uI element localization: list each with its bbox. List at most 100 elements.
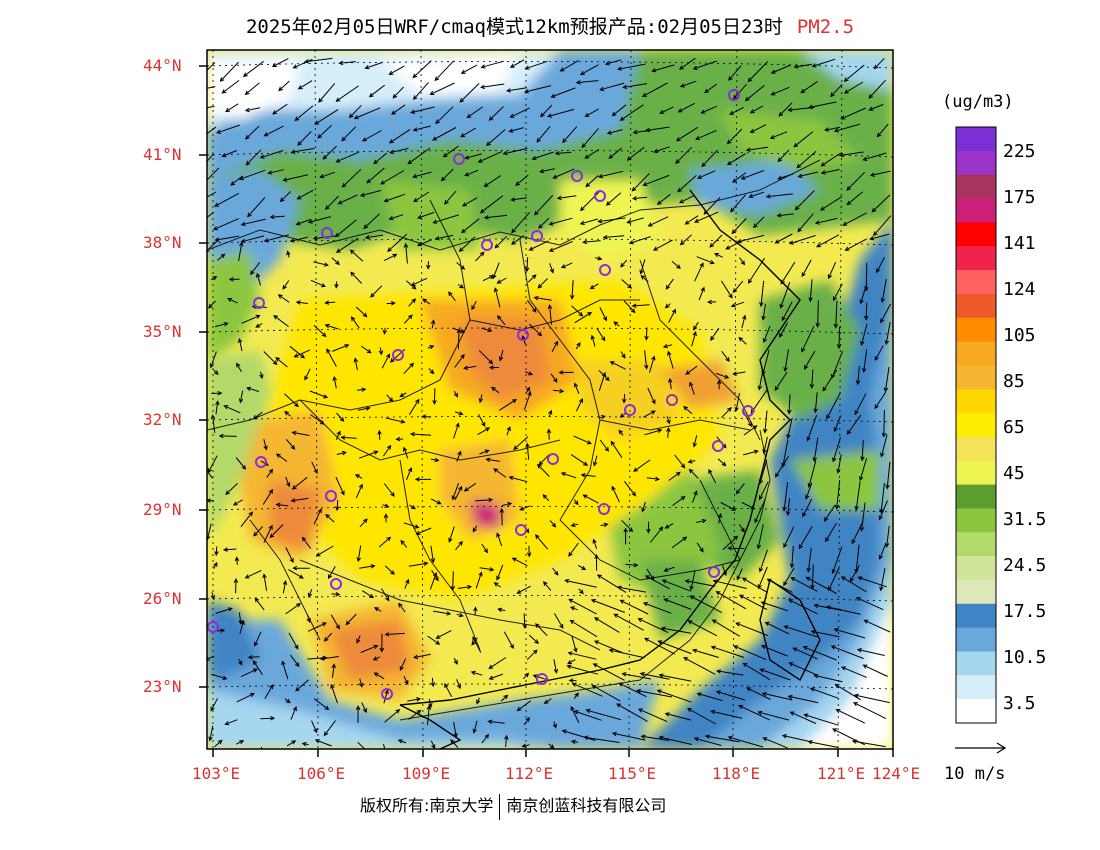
wind-arrow xyxy=(355,705,361,723)
station-marker xyxy=(547,453,559,465)
wind-arrow xyxy=(214,546,219,557)
wind-arrow xyxy=(383,483,395,497)
wind-arrow xyxy=(284,698,291,704)
wind-arrow xyxy=(618,429,624,436)
wind-arrow xyxy=(453,422,460,439)
color-bar-band xyxy=(956,389,996,414)
wind-arrow xyxy=(747,257,765,284)
wind-arrow xyxy=(583,735,620,743)
wind-arrow xyxy=(310,279,326,288)
wind-arrow xyxy=(843,64,865,82)
wind-arrow xyxy=(409,504,416,510)
wind-arrow xyxy=(762,410,768,434)
wind-arrow xyxy=(409,431,432,437)
wind-arrow xyxy=(496,564,504,581)
wind-arrow xyxy=(840,107,867,120)
wind-arrow xyxy=(591,684,621,702)
wind-arrow xyxy=(407,697,422,702)
wind-arrow xyxy=(290,147,315,154)
wind-arrow xyxy=(616,585,646,593)
wind-arrow xyxy=(644,575,670,590)
wind-arrow xyxy=(304,368,311,381)
legend-unit: (ug/m3) xyxy=(942,92,1014,112)
axis-ticks xyxy=(199,65,894,757)
copyright-footer: 版权所有:南京大学 南京创蓝科技有限公司 xyxy=(360,792,666,820)
wind-arrow xyxy=(212,218,239,231)
wind-arrow xyxy=(471,300,477,311)
wind-arrow xyxy=(506,426,511,436)
wind-arrow xyxy=(780,261,796,285)
wind-arrow xyxy=(783,625,818,638)
wind-arrow xyxy=(450,739,459,749)
wind-arrow xyxy=(733,645,767,661)
wind-arrow xyxy=(846,191,864,206)
color-bar-band xyxy=(956,556,996,581)
wind-arrow xyxy=(238,658,243,666)
wind-arrow xyxy=(805,576,837,594)
wind-arrow xyxy=(244,82,260,96)
wind-arrow xyxy=(380,170,405,185)
wind-arrow xyxy=(379,633,385,653)
wind-arrow xyxy=(357,406,371,411)
wind-arrow xyxy=(589,283,599,290)
wind-arrow xyxy=(272,103,288,115)
wind-arrow xyxy=(486,129,506,147)
wind-arrow xyxy=(575,341,581,350)
wind-arrow xyxy=(314,739,332,747)
wind-arrow xyxy=(456,679,461,690)
wind-arrow xyxy=(291,430,310,436)
wind-arrow xyxy=(717,458,727,467)
wind-arrow xyxy=(432,214,459,224)
wind-arrow xyxy=(786,417,793,440)
wind-arrow xyxy=(696,256,715,265)
wind-arrow xyxy=(412,82,429,101)
wind-arrow xyxy=(741,314,747,329)
wind-arrow xyxy=(324,323,339,330)
wind-arrow xyxy=(384,565,395,575)
wind-arrow xyxy=(240,235,265,244)
wind-arrow xyxy=(526,299,537,313)
wind-arrow xyxy=(710,327,720,342)
wind-arrow xyxy=(388,128,411,144)
wind-arrow xyxy=(399,658,407,672)
wind-arrow xyxy=(412,125,431,132)
wind-arrow xyxy=(856,648,885,656)
wind-arrow xyxy=(504,734,509,748)
wind-arrow xyxy=(513,436,529,451)
wind-arrow xyxy=(235,740,245,745)
wind-arrow xyxy=(348,104,362,119)
wind-arrow xyxy=(802,646,837,661)
wind-arrow xyxy=(523,390,532,411)
wind-arrow xyxy=(687,459,696,464)
wind-arrow xyxy=(481,327,493,333)
wind-arrow xyxy=(290,706,297,720)
wind-arrow xyxy=(683,405,693,415)
wind-arrow xyxy=(481,543,488,554)
wind-arrow xyxy=(386,301,396,306)
wind-arrow xyxy=(262,488,274,505)
wind-arrow xyxy=(880,303,892,324)
wind-arrow xyxy=(331,591,341,597)
wind-arrow xyxy=(313,508,322,525)
wind-arrow xyxy=(413,653,431,660)
wind-arrow xyxy=(408,298,417,307)
wind-arrow xyxy=(493,287,501,308)
wind-arrow xyxy=(378,347,384,356)
wind-arrow xyxy=(297,131,312,146)
station-marker xyxy=(598,503,610,515)
wind-arrow xyxy=(479,567,495,572)
wind-arrow xyxy=(554,150,572,156)
wind-arrow xyxy=(774,371,788,392)
lon-label-109: 109°E xyxy=(402,764,451,783)
wind-arrow xyxy=(806,547,812,573)
wind-arrow xyxy=(262,573,268,591)
wind-arrow xyxy=(234,556,240,565)
lat-label-32: 32°N xyxy=(143,410,182,429)
wind-arrow xyxy=(571,305,584,317)
wind-arrow xyxy=(288,632,299,650)
wind-arrow xyxy=(579,191,600,212)
wind-arrow xyxy=(731,218,747,235)
wind-arrow xyxy=(738,594,768,611)
wind-arrow xyxy=(859,282,868,305)
wind-arrow xyxy=(735,483,745,495)
